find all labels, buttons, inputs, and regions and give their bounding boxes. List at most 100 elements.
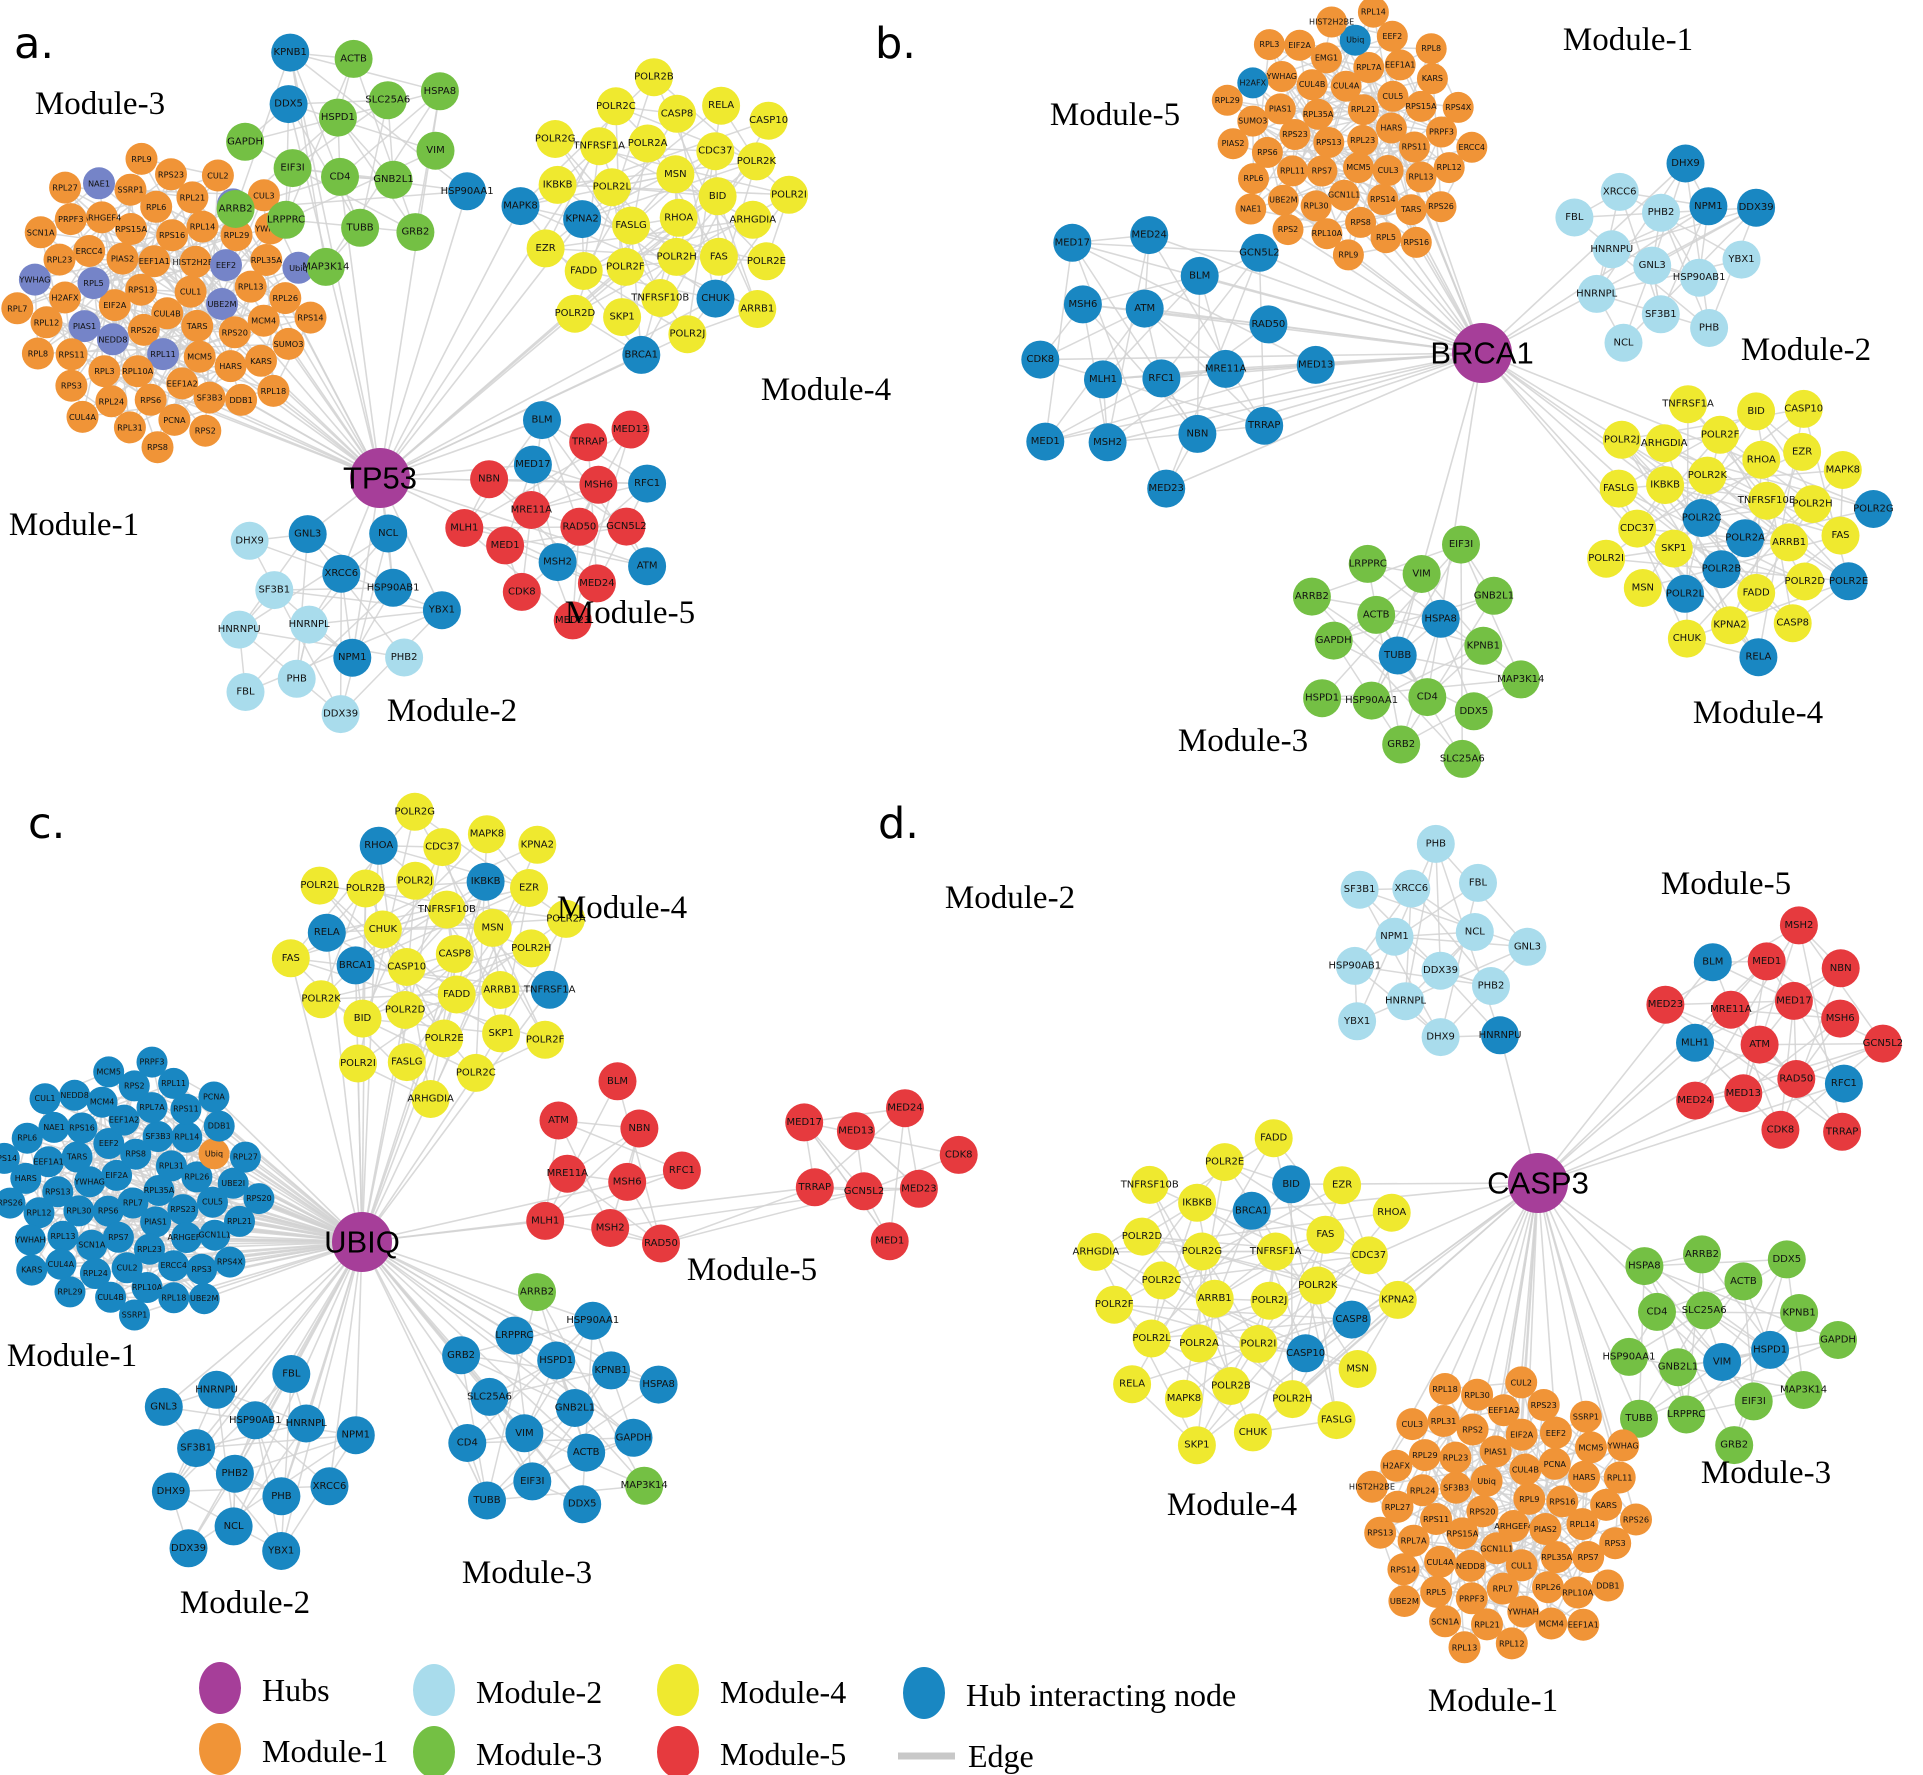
node-d-POLR2D[interactable]: POLR2D [1122, 1217, 1163, 1256]
node-a-MSH2[interactable]: MSH2 [538, 543, 577, 582]
node-b-RPS14[interactable]: RPS14 [1367, 184, 1399, 215]
node-d-KARS[interactable]: KARS [1590, 1488, 1623, 1521]
node-a-HSPD1[interactable]: HSPD1 [318, 98, 357, 137]
node-a-YWHAG[interactable]: YWHAG [18, 263, 51, 296]
node-b-POLR2E[interactable]: POLR2E [1829, 562, 1868, 601]
node-c-TARS[interactable]: TARS [61, 1141, 93, 1173]
node-d-RPL14[interactable]: RPL14 [1566, 1508, 1599, 1541]
node-c-EEF1A2[interactable]: EEF1A2 [108, 1104, 140, 1136]
node-c-SSRP1[interactable]: SSRP1 [119, 1299, 150, 1331]
node-a-DDX39[interactable]: DDX39 [321, 695, 360, 734]
node-a-POLR2I[interactable]: POLR2I [770, 175, 808, 214]
node-c-RPL12[interactable]: RPL12 [23, 1197, 55, 1229]
node-c-NCL[interactable]: NCL [214, 1507, 253, 1546]
node-c-MED23[interactable]: MED23 [899, 1169, 938, 1208]
node-d-FAS[interactable]: FAS [1306, 1215, 1345, 1254]
node-d-GAPDH[interactable]: GAPDH [1819, 1321, 1857, 1359]
node-c-POLR2G[interactable]: POLR2G [395, 792, 436, 831]
node-a-CD4[interactable]: CD4 [321, 157, 359, 196]
node-d-MAP3K14[interactable]: MAP3K14 [1780, 1371, 1827, 1409]
node-c-PHB2[interactable]: PHB2 [215, 1454, 254, 1493]
node-b-DHX9[interactable]: DHX9 [1666, 144, 1705, 183]
node-c-CDK8[interactable]: CDK8 [939, 1135, 978, 1174]
node-a-CDK8[interactable]: CDK8 [502, 572, 541, 611]
node-c-PRPF3[interactable]: PRPF3 [136, 1046, 168, 1078]
node-d-EIF2A[interactable]: EIF2A [1505, 1418, 1538, 1451]
node-b-LRPPRC[interactable]: LRPPRC [1349, 544, 1387, 583]
node-b-PIAS2[interactable]: PIAS2 [1217, 128, 1249, 160]
node-c-GAPDH[interactable]: GAPDH [614, 1418, 653, 1457]
node-c-ARHGEF4[interactable]: ARHGEF4 [168, 1222, 206, 1253]
node-a-RPL18[interactable]: RPL18 [257, 374, 290, 407]
node-b-RPL10A[interactable]: RPL10A [1311, 218, 1343, 250]
node-c-POLR2F[interactable]: POLR2F [526, 1020, 565, 1059]
node-c-FAS[interactable]: FAS [271, 939, 310, 978]
node-d-RPL18[interactable]: RPL18 [1429, 1373, 1461, 1405]
node-c-FADD[interactable]: FADD [437, 975, 476, 1014]
node-a-RPL23[interactable]: RPL23 [43, 243, 76, 276]
node-b-CUL4A[interactable]: CUL4A [1330, 70, 1362, 102]
node-a-RPL27[interactable]: RPL27 [49, 171, 82, 204]
node-a-UBE2M[interactable]: UBE2M [206, 288, 238, 320]
node-c-CDC37[interactable]: CDC37 [423, 828, 462, 867]
node-d-PHB2[interactable]: PHB2 [1472, 967, 1510, 1005]
node-c-NEDD8[interactable]: NEDD8 [59, 1079, 91, 1111]
node-d-POLR2A[interactable]: POLR2A [1179, 1324, 1219, 1363]
node-c-KARS[interactable]: KARS [16, 1254, 48, 1286]
node-c-SF3B1[interactable]: SF3B1 [177, 1429, 216, 1468]
node-c-GNB2L1[interactable]: GNB2L1 [555, 1389, 595, 1427]
hub-UBIQ[interactable]: UBIQ [324, 1212, 400, 1272]
node-c-Ubiq[interactable]: Ubiq [198, 1138, 230, 1170]
node-a-PHB2[interactable]: PHB2 [385, 638, 424, 677]
node-a-RPL35A[interactable]: RPL35A [250, 244, 283, 276]
node-b-TNFRSF1A[interactable]: TNFRSF1A [1661, 385, 1714, 424]
node-c-GCN1L1[interactable]: GCN1L1 [198, 1219, 231, 1251]
node-c-RFC1[interactable]: RFC1 [662, 1151, 701, 1190]
node-d-MED1[interactable]: MED1 [1747, 942, 1786, 981]
node-c-GRB2[interactable]: GRB2 [442, 1336, 481, 1375]
node-d-XRCC6[interactable]: XRCC6 [1392, 869, 1431, 908]
node-a-EEF1A2[interactable]: EEF1A2 [166, 367, 199, 400]
node-a-HNRNPU[interactable]: HNRNPU [218, 610, 261, 649]
node-b-Ubiq[interactable]: Ubiq [1339, 24, 1371, 56]
node-d-GRB2[interactable]: GRB2 [1715, 1426, 1754, 1465]
node-b-MSH6[interactable]: MSH6 [1063, 285, 1102, 324]
node-d-PHB[interactable]: PHB [1416, 824, 1455, 863]
node-a-GNB2L1[interactable]: GNB2L1 [373, 160, 414, 199]
node-b-HSP90AB1[interactable]: HSP90AB1 [1673, 258, 1726, 297]
node-a-RPS15A[interactable]: RPS15A [115, 213, 147, 245]
node-b-MLH1[interactable]: MLH1 [1084, 360, 1122, 399]
node-d-RPL27[interactable]: RPL27 [1381, 1490, 1414, 1523]
node-b-MED1[interactable]: MED1 [1026, 422, 1065, 461]
node-a-RPS13[interactable]: RPS13 [125, 273, 158, 306]
node-a-DDB1[interactable]: DDB1 [225, 383, 258, 416]
node-d-DHX9[interactable]: DHX9 [1421, 1018, 1460, 1057]
node-a-MCM4[interactable]: MCM4 [247, 304, 280, 337]
node-d-RPS26[interactable]: RPS26 [1620, 1503, 1652, 1536]
node-c-POLR2L[interactable]: POLR2L [300, 866, 339, 905]
node-a-ARRB2[interactable]: ARRB2 [216, 190, 255, 228]
node-d-EIF3I[interactable]: EIF3I [1734, 1382, 1773, 1421]
node-a-RPS2[interactable]: RPS2 [189, 414, 222, 447]
node-a-CUL3[interactable]: CUL3 [247, 179, 280, 212]
node-a-MSH6[interactable]: MSH6 [579, 465, 618, 504]
node-a-FBL[interactable]: FBL [226, 673, 265, 711]
node-c-TUBB[interactable]: TUBB [468, 1481, 506, 1520]
node-a-POLR2K[interactable]: POLR2K [737, 142, 777, 181]
node-c-RPL14[interactable]: RPL14 [171, 1121, 203, 1153]
node-d-SF3B1[interactable]: SF3B1 [1340, 870, 1379, 909]
node-a-POLR2H[interactable]: POLR2H [656, 237, 697, 276]
node-d-MSH2[interactable]: MSH2 [1779, 906, 1818, 945]
node-c-MAP3K14[interactable]: MAP3K14 [621, 1466, 668, 1505]
node-a-CASP8[interactable]: CASP8 [658, 94, 696, 133]
node-a-RPL13[interactable]: RPL13 [234, 270, 267, 303]
node-d-MED13[interactable]: MED13 [1724, 1074, 1763, 1113]
node-b-KPNB1[interactable]: KPNB1 [1464, 626, 1503, 665]
node-c-RPL31[interactable]: RPL31 [155, 1150, 187, 1182]
node-c-HSP90AB1[interactable]: HSP90AB1 [229, 1401, 282, 1440]
node-d-YWHAG[interactable]: YWHAG [1607, 1429, 1640, 1462]
node-d-ARRB2[interactable]: ARRB2 [1683, 1235, 1721, 1274]
node-b-ATM[interactable]: ATM [1125, 289, 1164, 328]
node-c-MSN[interactable]: MSN [473, 908, 512, 947]
node-a-ATM[interactable]: ATM [628, 547, 667, 586]
